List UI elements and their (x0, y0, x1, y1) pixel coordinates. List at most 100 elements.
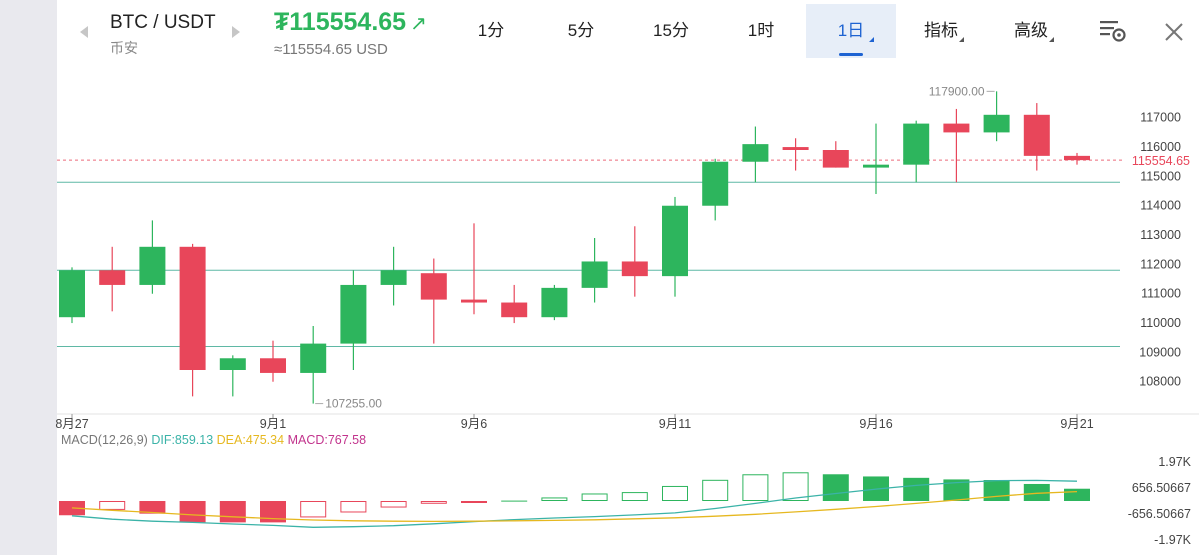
close-icon[interactable] (1160, 18, 1188, 46)
macd-tick-label: 656.50667 (1132, 481, 1191, 495)
candle-body (863, 164, 889, 168)
candle-body (1023, 114, 1050, 156)
price-block: ₮115554.65 ↗ ≈115554.65 USD (274, 6, 444, 60)
timeframe-指标[interactable]: 指标 (896, 4, 986, 58)
macd-histogram-bar (501, 500, 528, 502)
candle-body (621, 261, 648, 277)
macd-histogram-bar (943, 479, 970, 501)
macd-histogram-bar (621, 492, 648, 501)
date-tick-label: 9月1 (260, 417, 286, 431)
macd-macd-value: MACD:767.58 (287, 433, 367, 447)
candle-body (461, 299, 487, 303)
candle-body (742, 144, 769, 162)
chart-header (57, 0, 1199, 62)
candle-body (822, 150, 849, 168)
chart-settings-icon[interactable] (1098, 18, 1128, 44)
macd-tick-label: 1.97K (1158, 455, 1191, 469)
macd-histogram-bar (420, 501, 447, 504)
macd-histogram-bar (461, 501, 487, 503)
pair-name: BTC / USDT (110, 12, 216, 33)
candle-body (300, 343, 327, 373)
candle-body (702, 161, 729, 206)
dropdown-corner-icon (959, 37, 964, 42)
last-price-value: ₮115554.65 (274, 8, 407, 36)
macd-histogram-bar (99, 501, 126, 510)
last-price-label: 115554.65 (1132, 154, 1190, 168)
macd-histogram-bar (59, 501, 85, 516)
macd-histogram-bar (541, 497, 568, 502)
price-trend-icon: ↗ (410, 13, 427, 35)
macd-histogram-bar (581, 493, 608, 501)
candle-body (219, 358, 246, 370)
timeframe-5分[interactable]: 5分 (536, 4, 626, 58)
macd-dea-line (71, 490, 1078, 523)
date-tick-label: 9月11 (659, 417, 691, 431)
macd-histogram-bar (300, 501, 327, 518)
price-tick-label: 116000 (1140, 140, 1181, 154)
candle-body (943, 123, 970, 133)
price-tick-label: 117000 (1140, 111, 1181, 125)
macd-tick-label: -1.97K (1154, 533, 1191, 547)
timeframe-label: 1日 (837, 21, 865, 40)
next-pair-icon[interactable] (232, 26, 240, 38)
dropdown-corner-icon (869, 37, 874, 42)
price-tick-label: 111000 (1141, 287, 1181, 301)
dropdown-corner-icon (1049, 37, 1054, 42)
candle-body (1064, 155, 1090, 161)
macd-histogram-bar (260, 501, 286, 523)
left-edge-panel (0, 0, 57, 555)
timeframe-1时[interactable]: 1时 (716, 4, 806, 58)
date-tick-label: 8月27 (55, 417, 88, 431)
candle-body (501, 302, 528, 318)
candle-body (541, 287, 568, 318)
macd-dif-line (71, 479, 1078, 528)
timeframe-label: 1时 (747, 21, 775, 40)
date-tick-label: 9月21 (1060, 417, 1093, 431)
macd-dea-value: DEA:475.34 (216, 433, 285, 447)
candle-body (340, 284, 367, 344)
timeframe-label: 指标 (924, 21, 958, 40)
timeframe-高级[interactable]: 高级 (986, 4, 1076, 58)
prev-pair-icon[interactable] (80, 26, 88, 38)
price-tick-label: 108000 (1139, 375, 1181, 389)
price-tick-label: 113000 (1140, 228, 1181, 242)
candle-body (260, 358, 286, 373)
timeframe-1日[interactable]: 1日 (806, 4, 896, 58)
candle-body (662, 205, 688, 277)
date-tick-label: 9月6 (461, 417, 487, 431)
macd-params: MACD(12,26,9) (61, 433, 148, 447)
macd-legend: MACD(12,26,9) DIF:859.13 DEA:475.34 MACD… (61, 433, 366, 447)
timeframe-15分[interactable]: 15分 (626, 4, 716, 58)
active-underline (839, 53, 863, 56)
candle-body (179, 246, 206, 370)
macd-histogram-bar (822, 474, 849, 501)
macd-histogram-bar (219, 501, 246, 523)
low-price-label: 107255.00 (325, 397, 382, 411)
price-usd: ≈115554.65 USD (274, 41, 388, 58)
last-price: ₮115554.65 ↗ (274, 8, 427, 37)
macd-histogram-bar (782, 472, 809, 501)
candle-body (380, 270, 407, 285)
macd-histogram-bar (903, 477, 930, 501)
timeframe-label: 5分 (567, 21, 595, 40)
timeframe-label: 15分 (653, 21, 689, 40)
timeframe-1分[interactable]: 1分 (446, 4, 536, 58)
date-tick-label: 9月16 (859, 417, 892, 431)
candle-body (782, 147, 809, 150)
macd-histogram-bar (702, 479, 729, 502)
macd-tick-label: -656.50667 (1128, 507, 1191, 521)
macd-histogram-bar (139, 501, 166, 514)
candle-body (99, 270, 126, 285)
price-tick-label: 109000 (1139, 345, 1181, 359)
macd-histogram-bar (179, 501, 206, 523)
price-tick-label: 110000 (1140, 316, 1181, 330)
candle-body (983, 114, 1010, 133)
macd-histogram-bar (983, 480, 1010, 501)
macd-histogram-bar (1064, 488, 1090, 501)
candle-body (581, 261, 608, 288)
candle-body (59, 270, 85, 318)
pair-selector[interactable]: BTC / USDT 币安 (80, 8, 250, 58)
macd-histogram-bar (662, 485, 688, 501)
candle-body (420, 273, 447, 300)
